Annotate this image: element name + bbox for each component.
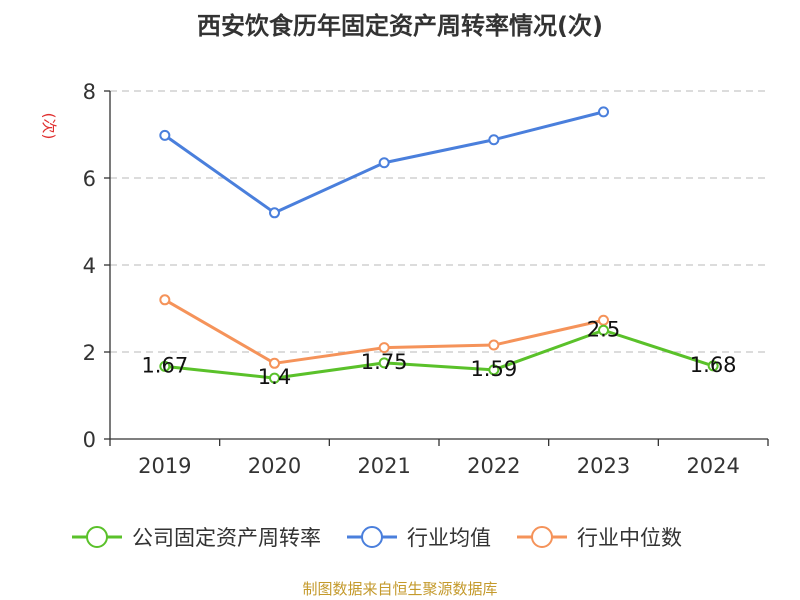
legend-item-2: 行业均值 — [347, 526, 491, 550]
data-label: 1.67 — [141, 353, 188, 377]
data-point — [378, 157, 390, 169]
legend-item-1: 公司固定资产周转率 — [72, 526, 321, 550]
series-2 — [159, 106, 609, 219]
data-point — [378, 342, 390, 354]
gridlines — [110, 90, 768, 353]
x-tick-label: 2020 — [248, 454, 301, 478]
data-point — [159, 129, 171, 141]
legend-label: 行业中位数 — [577, 526, 682, 550]
data-point — [488, 364, 500, 376]
data-point — [269, 207, 280, 219]
y-tick-label: 2 — [83, 341, 96, 365]
data-point — [159, 360, 171, 372]
x-tick-label: 2021 — [357, 454, 410, 478]
series-3 — [159, 294, 609, 369]
legend-marker — [86, 526, 108, 548]
data-point — [598, 106, 609, 118]
tick-labels: 0 2 4 6 8 2019 2020 2021 2022 2023 2024 — [83, 80, 740, 478]
data-point — [488, 339, 500, 351]
data-label: 2.5 — [587, 317, 620, 341]
x-tick-label: 2023 — [577, 454, 630, 478]
chart-title: 西安饮食历年固定资产周转率情况(次) — [197, 12, 603, 40]
source-note: 制图数据来自恒生聚源数据库 — [302, 580, 498, 598]
legend-marker — [531, 526, 553, 548]
data-point — [488, 134, 500, 146]
legend-label: 公司固定资产周转率 — [132, 526, 321, 550]
y-tick-label: 6 — [83, 167, 96, 191]
data-point — [159, 294, 171, 306]
legend-label: 行业均值 — [407, 526, 491, 550]
x-tick-label: 2022 — [467, 454, 520, 478]
data-labels: 1.67 1.4 1.75 1.59 2.5 1.68 — [141, 317, 736, 389]
x-tick-label: 2019 — [138, 454, 191, 478]
data-point — [598, 314, 609, 326]
data-label: 1.68 — [690, 353, 737, 377]
series-group — [159, 106, 719, 384]
series-1 — [159, 324, 719, 384]
x-tick-label: 2024 — [686, 454, 739, 478]
data-point — [378, 357, 390, 369]
y-tick-label: 0 — [83, 428, 96, 452]
data-point — [707, 360, 719, 372]
y-tick-label: 4 — [83, 254, 96, 278]
data-point — [269, 357, 280, 369]
series-line — [164, 328, 714, 380]
data-label: 1.4 — [258, 365, 291, 389]
axes — [104, 90, 769, 446]
y-axis-label: (次) — [40, 113, 58, 140]
legend-marker — [361, 526, 383, 548]
data-label: 1.59 — [470, 357, 517, 381]
legend-item-3: 行业中位数 — [517, 526, 682, 550]
y-tick-label: 8 — [83, 80, 96, 104]
data-label: 1.75 — [361, 350, 408, 374]
data-point — [598, 324, 609, 336]
data-point — [269, 372, 280, 384]
legend: 公司固定资产周转率 行业均值 行业中位数 — [72, 526, 682, 550]
